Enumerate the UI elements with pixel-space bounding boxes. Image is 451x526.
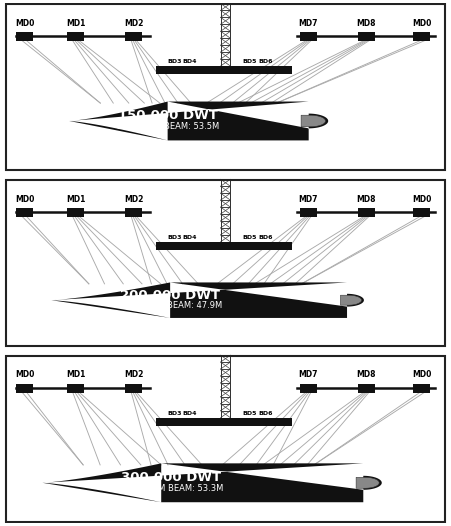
Polygon shape [221,4,230,66]
FancyBboxPatch shape [125,384,143,392]
FancyBboxPatch shape [259,67,272,74]
Text: BD6: BD6 [258,235,273,240]
FancyBboxPatch shape [168,418,180,426]
Text: MD2: MD2 [124,370,144,379]
FancyBboxPatch shape [299,384,317,392]
Text: MD1: MD1 [66,370,86,379]
Text: MD7: MD7 [299,370,318,379]
FancyBboxPatch shape [414,32,430,41]
FancyBboxPatch shape [299,32,317,41]
Text: OAL: 325M BEAM: 47.9M: OAL: 325M BEAM: 47.9M [119,301,222,310]
Text: MD1: MD1 [66,19,86,28]
FancyBboxPatch shape [358,208,375,217]
Text: BD3: BD3 [167,411,181,416]
Text: MD8: MD8 [356,195,376,204]
Text: BD4: BD4 [183,411,197,416]
Polygon shape [51,282,364,318]
FancyBboxPatch shape [414,384,430,392]
FancyBboxPatch shape [16,384,33,392]
Text: BD5: BD5 [243,411,258,416]
Text: OAL: 351M BEAM: 53.3M: OAL: 351M BEAM: 53.3M [120,484,223,493]
Text: MD7: MD7 [299,19,318,28]
FancyBboxPatch shape [184,418,196,426]
Text: MD0: MD0 [412,19,432,28]
FancyBboxPatch shape [184,67,196,74]
FancyBboxPatch shape [244,242,256,250]
Polygon shape [42,463,382,502]
FancyBboxPatch shape [184,242,196,250]
Polygon shape [156,66,292,75]
FancyBboxPatch shape [68,208,84,217]
Polygon shape [156,242,292,250]
Text: BD5: BD5 [243,235,258,240]
FancyBboxPatch shape [358,384,375,392]
Text: BD4: BD4 [183,59,197,64]
Text: MD2: MD2 [124,19,144,28]
Text: MD1: MD1 [66,195,86,204]
Text: BD3: BD3 [167,235,181,240]
FancyBboxPatch shape [259,242,272,250]
FancyBboxPatch shape [244,67,256,74]
Polygon shape [221,179,230,242]
Text: MD0: MD0 [15,370,34,379]
FancyBboxPatch shape [259,418,272,426]
Polygon shape [69,102,328,140]
FancyBboxPatch shape [299,208,317,217]
Text: BD5: BD5 [243,59,258,64]
FancyBboxPatch shape [168,242,180,250]
Text: OAL: 280M BEAM: 53.5M: OAL: 280M BEAM: 53.5M [116,122,219,131]
Polygon shape [221,355,230,418]
Text: BD3: BD3 [167,59,181,64]
Text: 300,000 DWT: 300,000 DWT [121,471,221,484]
Text: BD6: BD6 [258,59,273,64]
FancyBboxPatch shape [68,32,84,41]
FancyBboxPatch shape [168,67,180,74]
Text: 200,000 DWT: 200,000 DWT [120,289,220,302]
Text: BD6: BD6 [258,411,273,416]
Text: MD2: MD2 [124,195,144,204]
Polygon shape [301,115,326,127]
FancyBboxPatch shape [125,32,143,41]
Text: MD0: MD0 [412,370,432,379]
FancyBboxPatch shape [358,32,375,41]
Text: MD0: MD0 [15,195,34,204]
Polygon shape [156,418,292,426]
Text: MD0: MD0 [15,19,34,28]
FancyBboxPatch shape [68,384,84,392]
FancyBboxPatch shape [16,32,33,41]
Text: MD8: MD8 [356,19,376,28]
Polygon shape [341,295,362,305]
Polygon shape [356,477,379,488]
FancyBboxPatch shape [125,208,143,217]
FancyBboxPatch shape [16,208,33,217]
Text: 150,000 DWT: 150,000 DWT [118,109,217,122]
FancyBboxPatch shape [244,418,256,426]
Text: MD0: MD0 [412,195,432,204]
Text: MD7: MD7 [299,195,318,204]
FancyBboxPatch shape [414,208,430,217]
Text: BD4: BD4 [183,235,197,240]
Text: MD8: MD8 [356,370,376,379]
